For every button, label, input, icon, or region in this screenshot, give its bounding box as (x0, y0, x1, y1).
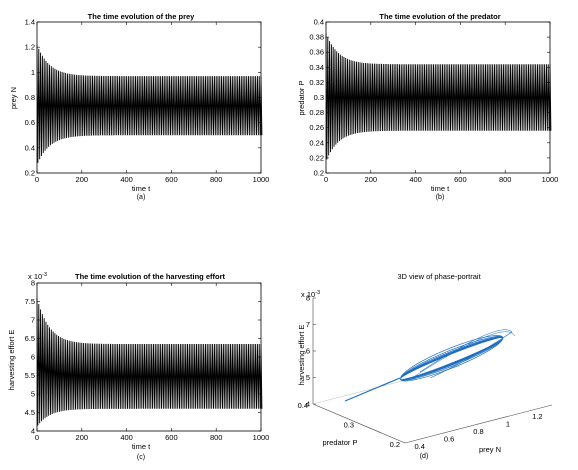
x-tick-label: 600 (454, 175, 467, 184)
y-tick-label: 0.32 (309, 78, 324, 87)
x-tick-label: 400 (409, 175, 422, 184)
x-tick-label: 0 (324, 175, 328, 184)
panel-d-exponent-base: x 10 (301, 290, 315, 299)
panel-a: The time evolution of the prey 0 200 400 60… (9, 12, 269, 201)
x-tick-label: 0.4 (414, 442, 424, 451)
panel-d-zlabel: harvesting effort E (297, 325, 306, 386)
y-tick-label: 1.4 (25, 18, 35, 27)
z-tick-label: 8 (306, 294, 310, 303)
x-tick-label: 800 (210, 175, 223, 184)
x-tick-label: 200 (365, 175, 378, 184)
panel-d: 3D view of phase-portrait x 10-3 4 5 6 7 8 0.… (297, 272, 553, 460)
panel-d-exponent-power: -3 (315, 290, 320, 296)
y-tick-label: 0.22 (309, 153, 324, 162)
y-tick-label: 7 (31, 316, 35, 325)
y-tick-label: 0.3 (344, 421, 354, 430)
trajectory-tail (344, 377, 401, 402)
x-tick-label: 600 (165, 433, 178, 442)
panel-c-xlabel: time t (132, 442, 151, 451)
x-tick-label: 0.8 (473, 427, 483, 436)
panel-d-exponent: x 10-3 (301, 290, 320, 299)
panel-a-ylabel: prey N (9, 87, 18, 109)
y-tick-label: 0.8 (25, 93, 35, 102)
y-axis (312, 403, 406, 444)
y-tick-label: 8 (31, 279, 35, 288)
y-tick-label: 0.4 (298, 401, 308, 410)
x-tick-label: 200 (76, 175, 89, 184)
panel-c-exponent-power: -3 (42, 272, 47, 278)
x-tick-label: 400 (120, 175, 133, 184)
y-tick-label: 7.5 (25, 297, 35, 306)
series-line (36, 44, 263, 163)
y-tick-label: 0.2 (25, 169, 35, 178)
y-tick-label: 5.5 (25, 371, 35, 380)
panel-c-exponent-base: x 10 (28, 272, 42, 281)
x-tick-label: 600 (165, 175, 178, 184)
panel-c-title: The time evolution of the harvesting eff… (75, 272, 226, 281)
y-tick-label: 0.4 (314, 18, 324, 27)
x-axis (404, 404, 553, 444)
x-tick-label: 1.2 (532, 412, 542, 421)
y-tick-label: 0.6 (25, 118, 35, 127)
panel-d-plot-area: 4 5 6 7 8 0.2 0.3 0.4 0.4 0.6 0.8 1 1.2 (298, 294, 553, 451)
panel-c: The time evolution of the harvesting eff… (7, 272, 269, 461)
x-tick-label: 0 (35, 175, 39, 184)
z-tick-label: 5 (306, 373, 310, 382)
trajectory-line (399, 335, 504, 382)
y-tick-label: 0.2 (390, 440, 400, 449)
z-tick-label: 6 (306, 347, 310, 356)
y-tick-label: 0.2 (314, 169, 324, 178)
y-tick-label: 4 (31, 427, 35, 436)
y-tick-label: 4.5 (25, 408, 35, 417)
x-tick-label: 1000 (253, 175, 270, 184)
panel-a-xlabel: time t (132, 184, 151, 193)
y-tick-label: 0.36 (309, 48, 324, 57)
x-tick-label: 1 (506, 419, 510, 428)
y-tick-label: 0.28 (309, 108, 324, 117)
panel-b-label: (b) (436, 194, 445, 201)
trajectory-transient (419, 329, 513, 379)
x-tick-label: 200 (76, 433, 89, 442)
z-tick-label: 7 (306, 320, 310, 329)
panel-d-title: 3D view of phase-portrait (397, 272, 481, 281)
x-tick-label: 800 (499, 175, 512, 184)
panel-b: The time evolution of the predator 0 200 4… (297, 12, 558, 201)
y-tick-label: 1 (31, 68, 35, 77)
panel-b-title: The time evolution of the predator (379, 12, 500, 21)
panel-b-plot-area: 0 200 400 600 800 1000 0.2 0.22 0.24 0.26 0.28 0.3 0… (309, 18, 558, 185)
panel-c-ylabel: harvesting effort E (7, 330, 16, 391)
y-tick-label: 0.26 (309, 123, 324, 132)
panel-b-ylabel: predator P (297, 80, 306, 115)
panel-a-plot-area: 0 200 400 600 800 1000 0.2 0.4 0.6 0.8 1 1.2 1.4 (25, 18, 270, 185)
panel-c-label: (c) (137, 454, 145, 461)
series-line (36, 297, 263, 426)
x-tick-label: 0.6 (444, 435, 454, 444)
x-tick-label: 400 (120, 433, 133, 442)
y-tick-label: 0.3 (314, 93, 324, 102)
z-tick-label: 4 (306, 400, 310, 409)
x-tick-label: 1000 (253, 433, 270, 442)
y-tick-label: 6 (31, 353, 35, 362)
y-tick-label: 6.5 (25, 334, 35, 343)
panel-d-label: (d) (420, 453, 429, 460)
x-tick-label: 800 (210, 433, 223, 442)
panel-a-label: (a) (137, 194, 146, 201)
panel-b-xlabel: time t (431, 184, 450, 193)
y-tick-label: 0.4 (25, 143, 35, 152)
series-line (325, 33, 552, 160)
panel-a-title: The time evolution of the prey (88, 12, 196, 21)
panel-d-xlabel: prey N (479, 445, 501, 454)
y-tick-label: 0.24 (309, 138, 324, 147)
x-tick-label: 1000 (542, 175, 559, 184)
panel-d-ylabel: predator P (322, 438, 357, 447)
panel-c-exponent: x 10-3 (28, 272, 47, 281)
y-tick-label: 1.2 (25, 43, 35, 52)
x-tick-label: 0 (35, 433, 39, 442)
y-tick-label: 0.34 (309, 63, 324, 72)
trajectory-transient-2 (414, 331, 516, 377)
y-tick-label: 0.38 (309, 33, 324, 42)
y-tick-label: 5 (31, 390, 35, 399)
panel-c-plot-area: 0 200 400 600 800 1000 4 4.5 5 5.5 6 6.5 7 7.5 8 (25, 279, 270, 443)
